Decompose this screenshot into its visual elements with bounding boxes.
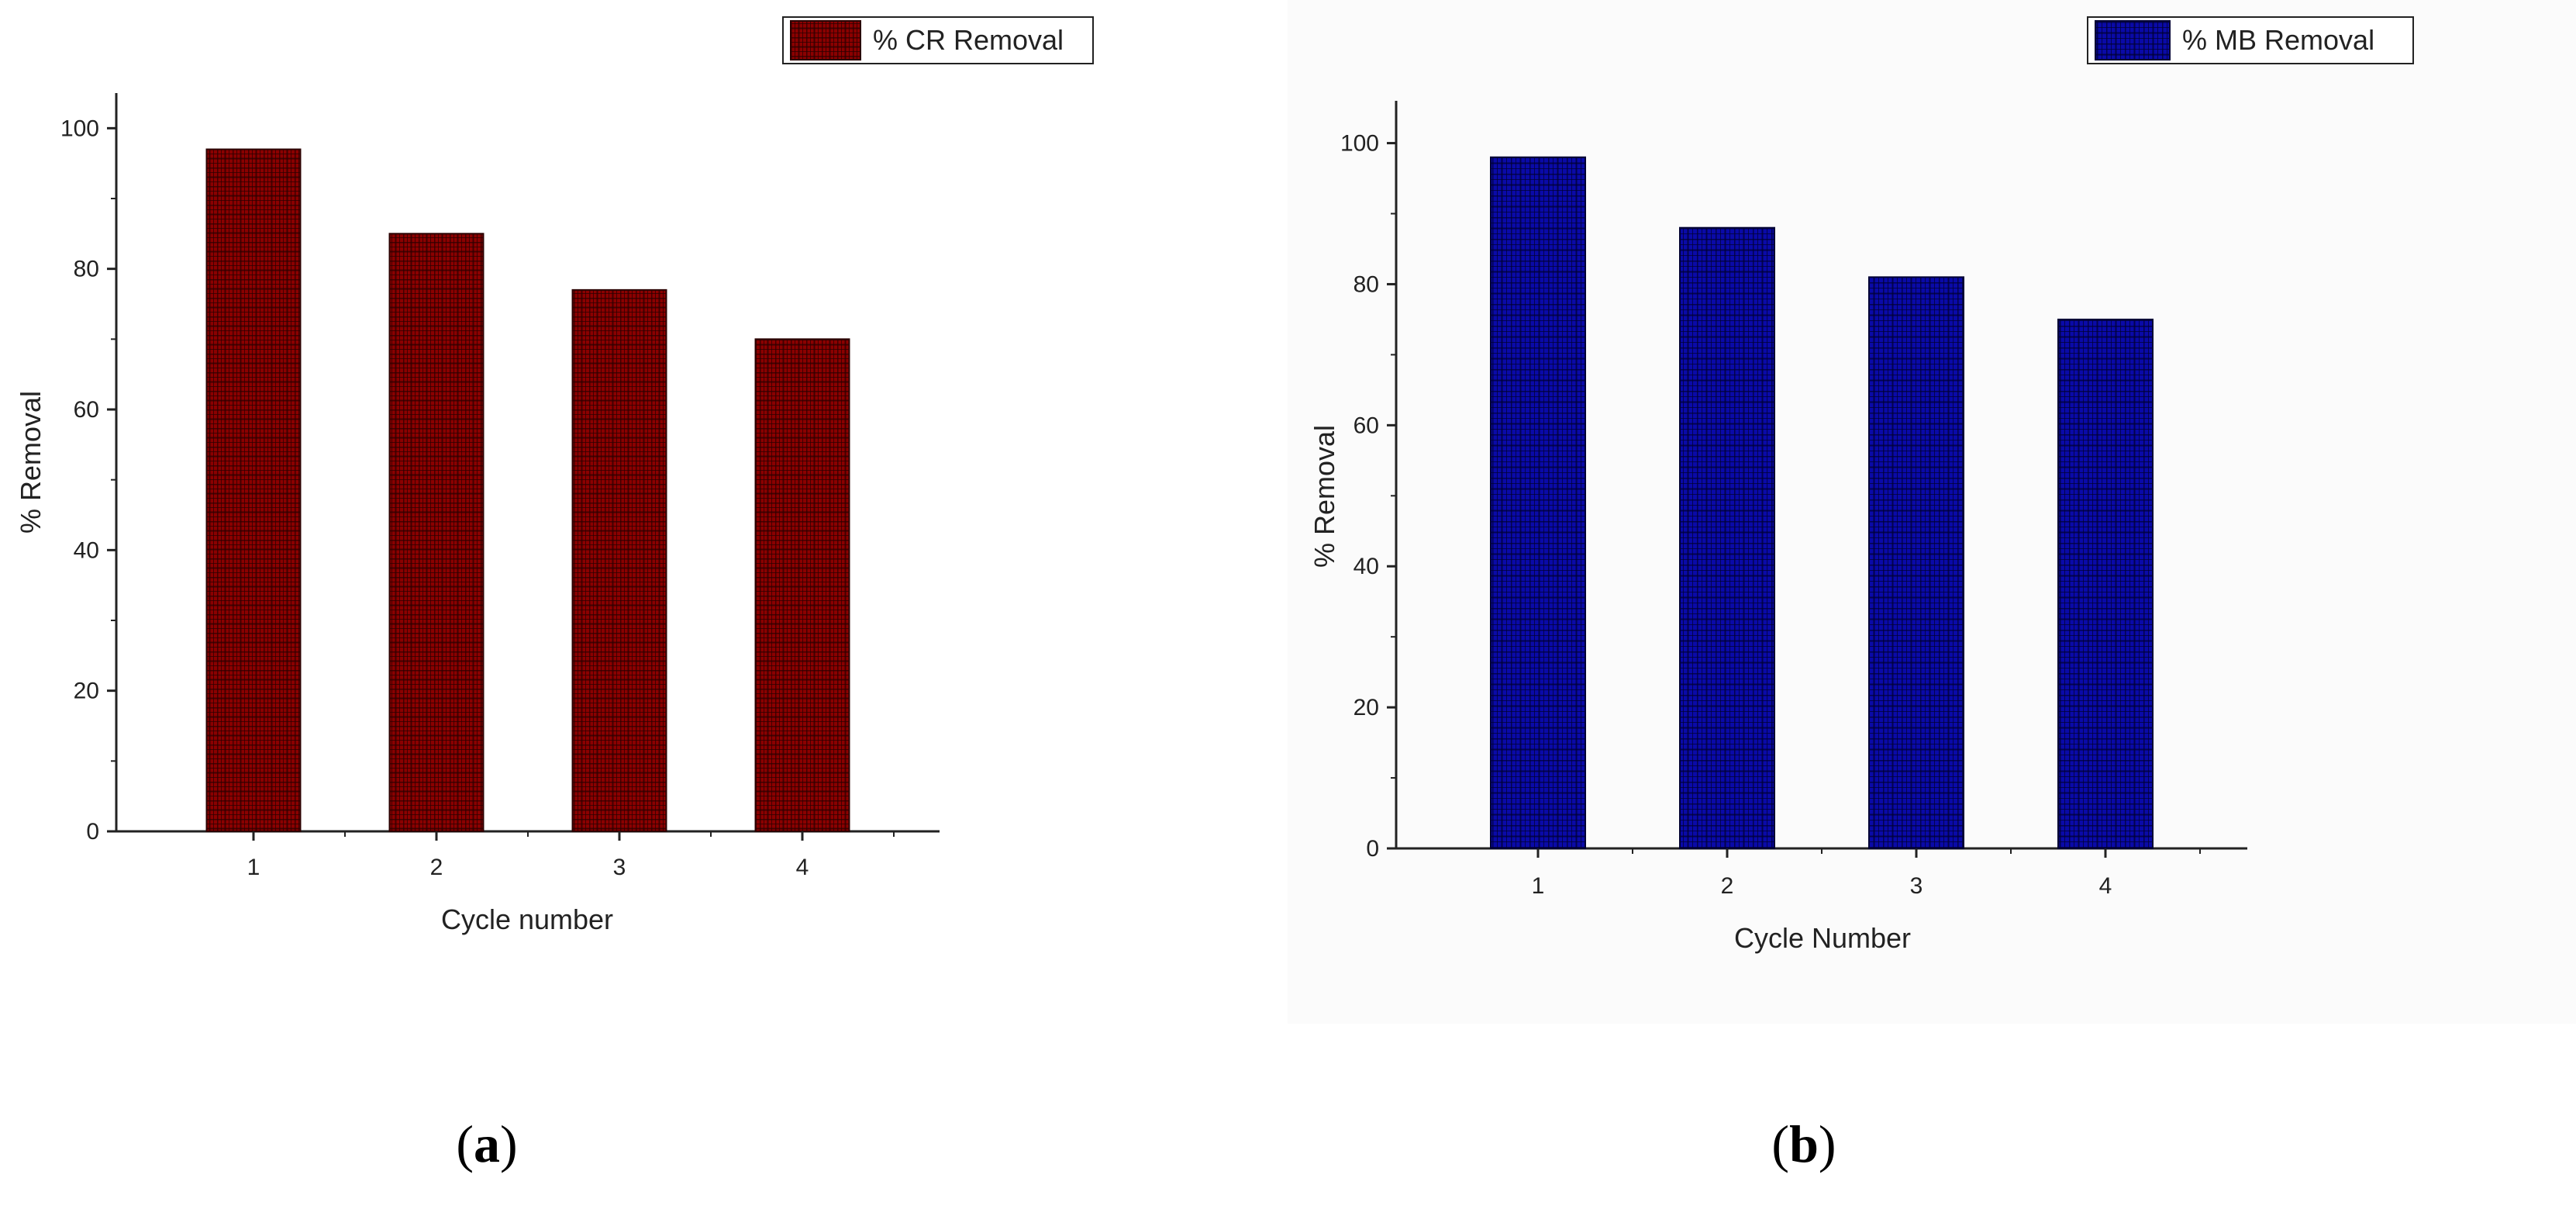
panel-caption-letter: b xyxy=(1789,1114,1819,1173)
panel-caption: (b) xyxy=(1771,1114,1836,1173)
x-tick-label: 1 xyxy=(1532,873,1545,899)
panel-caption-letter: a xyxy=(474,1114,500,1173)
bar-cycle-2 xyxy=(1679,226,1775,849)
y-tick-label: 20 xyxy=(1354,695,1379,720)
y-tick-label: 20 xyxy=(74,679,99,704)
chart-a-svg: 0 20 40 60 80 100 1 2 3 4 Cycle number % Removal % C… xyxy=(15,16,1094,1173)
y-axis-label: % Removal xyxy=(1309,425,1340,568)
bar-cycle-1 xyxy=(205,148,302,833)
x-axis-label: Cycle Number xyxy=(1734,922,1911,954)
y-tick-label: 100 xyxy=(60,116,99,141)
x-tick-label: 3 xyxy=(1910,873,1923,899)
y-tick-label: 100 xyxy=(1340,131,1379,157)
y-tick-label: 80 xyxy=(1354,271,1379,297)
y-tick-label: 0 xyxy=(86,819,99,845)
y-tick-label: 60 xyxy=(1354,413,1379,438)
bar-cycle-1 xyxy=(1490,156,1586,850)
chart-panel-b: 0 20 40 60 80 100 1 2 3 4 Cycle Number % Removal % M… xyxy=(1288,0,2576,1216)
y-tick-label: 80 xyxy=(74,257,99,282)
legend-swatch xyxy=(790,20,861,60)
legend-swatch xyxy=(2095,20,2171,60)
legend: % CR Removal xyxy=(782,16,1094,64)
x-tick-label: 2 xyxy=(430,855,443,880)
bar-cycle-3 xyxy=(1868,276,1964,849)
legend-label: % CR Removal xyxy=(873,24,1064,56)
y-axis-label: % Removal xyxy=(15,391,47,534)
x-tick-label: 3 xyxy=(613,855,626,880)
bar-cycle-3 xyxy=(571,288,667,833)
y-tick-label: 40 xyxy=(1354,554,1379,579)
x-axis-label: Cycle number xyxy=(441,903,613,935)
bar-cycle-2 xyxy=(388,233,485,833)
chart-b-svg: 0 20 40 60 80 100 1 2 3 4 Cycle Number % Removal % M… xyxy=(1288,0,2576,1173)
panel-caption: (a) xyxy=(456,1114,517,1173)
x-tick-label: 4 xyxy=(2099,873,2112,899)
y-tick-label: 60 xyxy=(74,397,99,423)
y-tick-label: 40 xyxy=(74,537,99,563)
bar-cycle-4 xyxy=(2057,318,2154,850)
y-tick-label: 0 xyxy=(1366,836,1379,862)
x-tick-label: 2 xyxy=(1721,873,1734,899)
chart-panel-a: 0 20 40 60 80 100 1 2 3 4 Cycle number % Removal % C… xyxy=(15,16,1094,1173)
legend-label: % MB Removal xyxy=(2182,24,2374,56)
x-tick-label: 4 xyxy=(796,855,809,880)
x-tick-label: 1 xyxy=(247,855,260,880)
legend: % MB Removal xyxy=(2087,16,2414,64)
bar-cycle-4 xyxy=(754,338,850,833)
